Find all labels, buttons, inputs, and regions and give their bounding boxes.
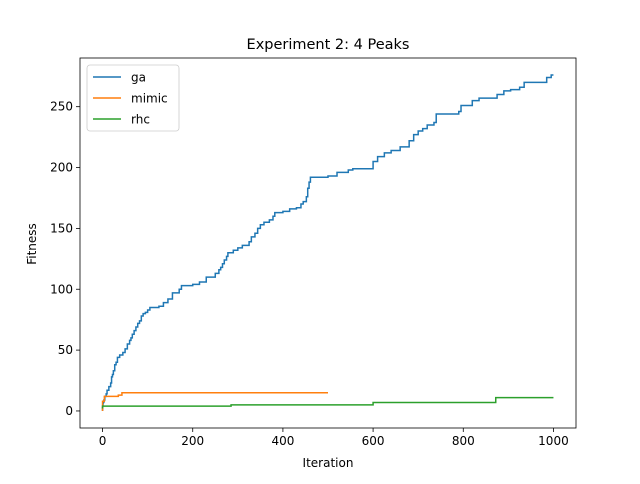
y-tick-label: 50 [58, 343, 73, 357]
y-tick-label: 200 [50, 161, 73, 175]
x-tick-label: 800 [452, 434, 475, 448]
x-tick-label: 0 [99, 434, 107, 448]
y-tick-label: 150 [50, 221, 73, 235]
y-tick-label: 0 [65, 404, 73, 418]
y-tick-label: 100 [50, 282, 73, 296]
series-line-rhc [101, 396, 554, 409]
series-line-ga [101, 74, 554, 411]
chart-title: Experiment 2: 4 Peaks [247, 37, 410, 53]
y-tick-label: 250 [50, 100, 73, 114]
legend-box [86, 64, 180, 132]
x-tick-label: 200 [181, 434, 204, 448]
legend: ga mimic rhc [86, 64, 180, 132]
x-tick-label: 400 [271, 434, 294, 448]
legend-label-ga: ga [131, 71, 146, 85]
x-tick-label: 600 [362, 434, 385, 448]
plot-area: 0 200 400 600 800 1000 0 50 100 150 200 250 [50, 57, 577, 448]
series-line-mimic [101, 391, 328, 411]
y-axis-label: Fitness [25, 223, 39, 265]
axes-frame [79, 57, 577, 429]
legend-label-rhc: rhc [131, 113, 150, 127]
x-axis-label: Iteration [303, 456, 354, 470]
legend-label-mimic: mimic [131, 92, 168, 106]
x-tick-label: 1000 [538, 434, 569, 448]
